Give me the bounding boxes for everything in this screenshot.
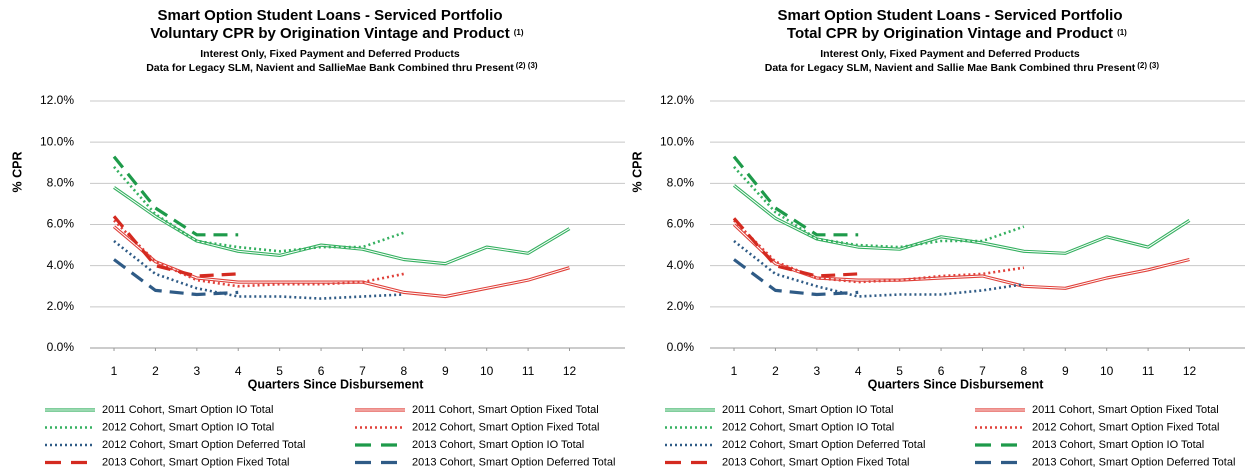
x-tick-label: 10: [480, 364, 494, 378]
series-line-inner: [733, 224, 1190, 289]
x-tick-label: 1: [111, 364, 118, 378]
legend-label: 2013 Cohort, Smart Option IO Total: [1032, 439, 1204, 451]
legend-label: 2011 Cohort, Smart Option Fixed Total: [412, 404, 599, 416]
x-tick-label: 8: [1021, 364, 1028, 378]
legend-label: 2013 Cohort, Smart Option Deferred Total: [412, 456, 615, 468]
y-tick-label: 0.0%: [47, 340, 75, 354]
y-tick-label: 8.0%: [47, 176, 75, 190]
series-line: [113, 166, 405, 253]
legend-label: 2011 Cohort, Smart Option IO Total: [102, 404, 273, 416]
y-tick-label: 4.0%: [667, 258, 695, 272]
x-tick-label: 5: [276, 364, 283, 378]
series-line: [732, 217, 859, 278]
x-tick-label: 5: [896, 364, 903, 378]
x-tick-label: 9: [442, 364, 449, 378]
legend-label: 2012 Cohort, Smart Option IO Total: [102, 421, 274, 433]
x-axis-label: Quarters Since Disbursement: [868, 377, 1045, 391]
x-tick-label: 1: [731, 364, 738, 378]
series-line: [733, 184, 1191, 255]
chart-subtitle: Data for Legacy SLM, Navient and Sallie …: [765, 62, 1136, 74]
x-tick-label: 7: [359, 364, 366, 378]
series-line: [732, 155, 859, 237]
chart-title: Voluntary CPR by Origination Vintage and…: [150, 25, 509, 42]
y-tick-label: 4.0%: [47, 258, 75, 272]
legend-label: 2011 Cohort, Smart Option Fixed Total: [1032, 404, 1219, 416]
chart-subtitle: Interest Only, Fixed Payment and Deferre…: [200, 48, 460, 60]
series-line: [733, 219, 1025, 284]
series-line-inner: [113, 186, 570, 265]
y-tick-label: 6.0%: [667, 217, 695, 231]
x-tick-label: 3: [813, 364, 820, 378]
x-tick-label: 7: [979, 364, 986, 378]
chart-subtitle: Interest Only, Fixed Payment and Deferre…: [820, 48, 1080, 60]
x-tick-label: 2: [772, 364, 779, 378]
chart-title: Smart Option Student Loans - Serviced Po…: [777, 7, 1122, 24]
y-tick-label: 10.0%: [660, 134, 694, 148]
legend-label: 2013 Cohort, Smart Option Fixed Total: [102, 456, 290, 468]
x-tick-label: 11: [522, 364, 535, 378]
legend-label: 2012 Cohort, Smart Option Fixed Total: [1032, 421, 1220, 433]
legend-label: 2011 Cohort, Smart Option IO Total: [722, 404, 893, 416]
y-tick-label: 2.0%: [667, 299, 695, 313]
legend-label: 2012 Cohort, Smart Option Deferred Total: [102, 439, 305, 451]
series-line: [113, 258, 239, 297]
chart-title: Total CPR by Origination Vintage and Pro…: [787, 25, 1113, 42]
x-tick-label: 2: [152, 364, 159, 378]
title-note: (1): [1117, 28, 1127, 37]
x-tick-label: 12: [563, 364, 577, 378]
x-tick-label: 4: [235, 364, 242, 378]
y-tick-label: 10.0%: [40, 134, 74, 148]
y-axis-label: % CPR: [10, 152, 24, 193]
x-tick-label: 12: [1183, 364, 1197, 378]
y-tick-label: 12.0%: [660, 93, 694, 107]
legend-label: 2012 Cohort, Smart Option IO Total: [722, 421, 894, 433]
x-axis-label: Quarters Since Disbursement: [248, 377, 425, 391]
legend-label: 2012 Cohort, Smart Option Fixed Total: [412, 421, 600, 433]
series-line: [112, 215, 239, 278]
x-tick-label: 4: [855, 364, 862, 378]
series-line: [112, 155, 239, 237]
y-tick-label: 6.0%: [47, 217, 75, 231]
legend-label: 2013 Cohort, Smart Option Fixed Total: [722, 456, 910, 468]
y-axis-label: % CPR: [630, 152, 644, 193]
series-line: [733, 166, 1025, 249]
series-line: [113, 219, 405, 288]
x-tick-label: 6: [318, 364, 325, 378]
y-tick-label: 12.0%: [40, 93, 74, 107]
series-line: [732, 223, 1190, 290]
series-line: [733, 239, 1025, 298]
title-note: (1): [514, 28, 524, 37]
y-tick-label: 0.0%: [667, 340, 695, 354]
series-line: [112, 225, 570, 299]
subtitle-note: (2) (3): [516, 61, 538, 70]
subtitle-note: (2) (3): [1137, 61, 1159, 70]
x-tick-label: 10: [1100, 364, 1114, 378]
series-line: [733, 258, 859, 297]
y-tick-label: 2.0%: [47, 299, 75, 313]
x-tick-label: 9: [1062, 364, 1069, 378]
x-tick-label: 11: [1142, 364, 1155, 378]
y-tick-label: 8.0%: [667, 176, 695, 190]
x-tick-label: 6: [938, 364, 945, 378]
chart-subtitle: Data for Legacy SLM, Navient and SallieM…: [146, 62, 514, 74]
legend-label: 2013 Cohort, Smart Option IO Total: [412, 439, 584, 451]
legend-label: 2013 Cohort, Smart Option Deferred Total: [1032, 456, 1235, 468]
x-tick-label: 8: [401, 364, 408, 378]
x-tick-label: 3: [193, 364, 200, 378]
series-line: [113, 239, 404, 300]
series-line-inner: [733, 185, 1190, 254]
legend-label: 2012 Cohort, Smart Option Deferred Total: [722, 439, 925, 451]
chart-title: Smart Option Student Loans - Serviced Po…: [157, 7, 502, 24]
